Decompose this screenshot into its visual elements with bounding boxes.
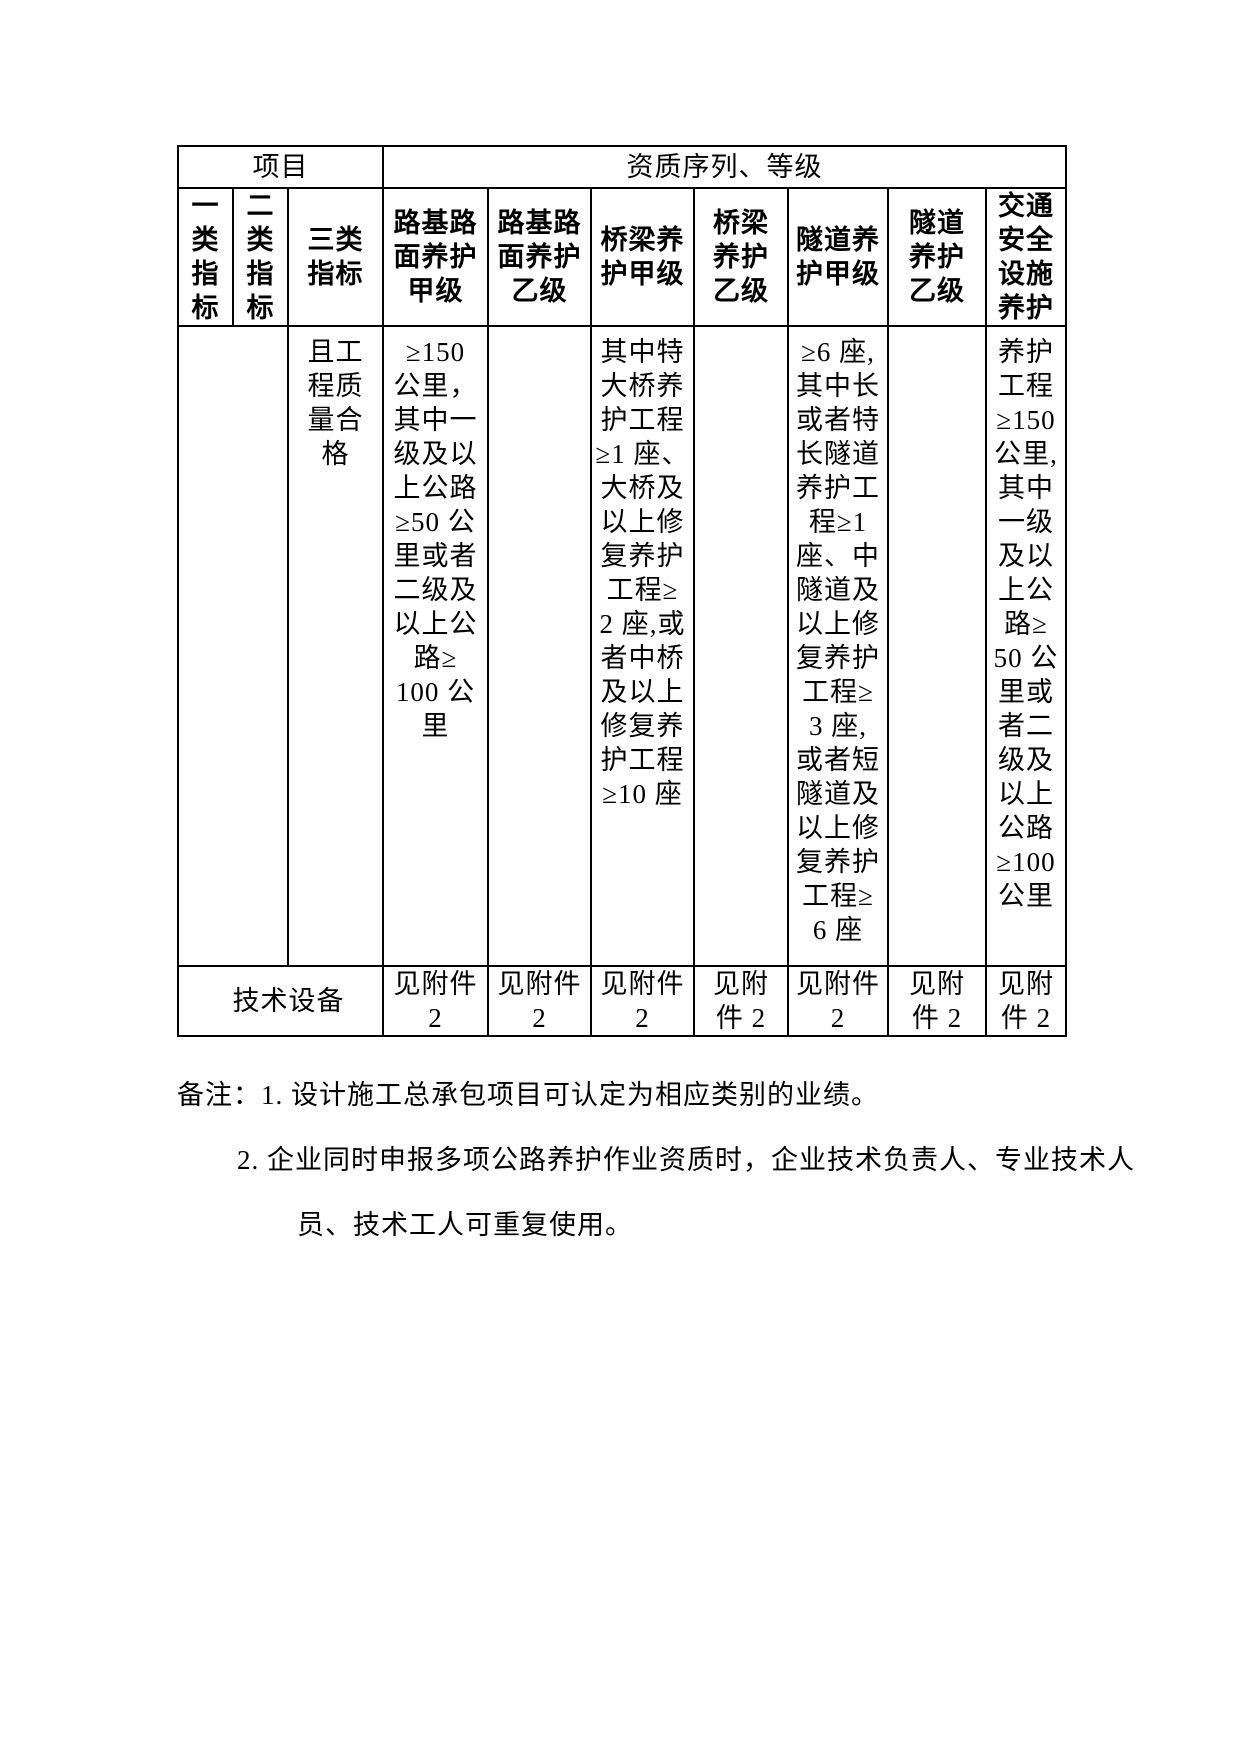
empty-cell-tunnel-b [887, 325, 988, 967]
col-header-roadbed-grade-a: 路基路 面养护 甲级 [382, 187, 490, 327]
criteria-traffic-safety-cell: 养护 工程 ≥150 公里, 其中 一级 及以 上公 路≥ 50 公 里或 者二… [985, 325, 1068, 967]
remark-line-2: 2. 企业同时申报多项公路养护作业资质时，企业技术负责人、专业技术人 [237, 1145, 1135, 1175]
criteria-quality-cell: 且工 程质 量合 格 [286, 325, 385, 967]
col-header-category-1: 一 类 指 标 [177, 187, 234, 327]
remark-line-3: 员、技术工人可重复使用。 [297, 1210, 633, 1240]
equipment-roadbed-a-cell: 见附件 2 [382, 965, 490, 1037]
table-column-header-row: 一 类 指 标 二 类 指 标 三类 指标 路基路 面养护 甲级 路基路 面养护… [177, 187, 1068, 327]
series-grade-header-cell: 资质序列、等级 [382, 145, 1068, 189]
empty-cell-bridge-b [693, 325, 790, 967]
col-header-tunnel-grade-b: 隧道 养护 乙级 [887, 187, 988, 327]
col-header-bridge-grade-a: 桥梁养 护甲级 [590, 187, 696, 327]
project-header-cell: 项目 [176, 145, 385, 189]
equipment-tunnel-b-cell: 见附 件 2 [887, 965, 988, 1037]
empty-cell-roadbed-b [487, 325, 593, 967]
equipment-bridge-a-cell: 见附件 2 [590, 965, 696, 1037]
qualification-table: 项目 资质序列、等级 一 类 指 标 二 类 指 标 三类 指标 路基路 面养护… [176, 145, 1068, 1037]
equipment-traffic-safety-cell: 见附 件 2 [985, 965, 1068, 1037]
equipment-roadbed-b-cell: 见附件 2 [487, 965, 593, 1037]
equipment-bridge-b-cell: 见附 件 2 [693, 965, 790, 1037]
criteria-tunnel-a-cell: ≥6 座, 其中长 或者特 长隧道 养护工 程≥1 座、中 隧道及 以上修 复养… [787, 325, 890, 967]
remark-line-1: 备注：1. 设计施工总承包项目可认定为相应类别的业绩。 [177, 1080, 879, 1110]
criteria-row: 且工 程质 量合 格 ≥150 公里， 其中一 级及以 上公路 ≥50 公 里或… [177, 325, 1068, 967]
col-header-traffic-safety: 交通 安全 设施 养护 [985, 187, 1068, 327]
col-header-tunnel-grade-a: 隧道养 护甲级 [787, 187, 890, 327]
criteria-bridge-a-cell: 其中特 大桥养 护工程 ≥1 座、 大桥及 以上修 复养护 工程≥ 2 座,或 … [590, 325, 696, 967]
equipment-tunnel-a-cell: 见附件 2 [787, 965, 890, 1037]
col-header-roadbed-grade-b: 路基路 面养护 乙级 [487, 187, 593, 327]
equipment-row-label: 技术设备 [176, 965, 385, 1037]
table-title-row: 项目 资质序列、等级 [176, 145, 1068, 189]
col-header-category-2: 二 类 指 标 [232, 187, 289, 327]
col-header-category-3: 三类 指标 [286, 187, 385, 327]
criteria-roadbed-a-cell: ≥150 公里， 其中一 级及以 上公路 ≥50 公 里或者 二级及 以上公 路… [382, 325, 490, 967]
empty-cell-categories [177, 325, 289, 967]
equipment-row: 技术设备 见附件 2 见附件 2 见附件 2 见附 件 2 见附件 2 见附 件… [176, 965, 1068, 1037]
col-header-bridge-grade-b: 桥梁 养护 乙级 [693, 187, 790, 327]
